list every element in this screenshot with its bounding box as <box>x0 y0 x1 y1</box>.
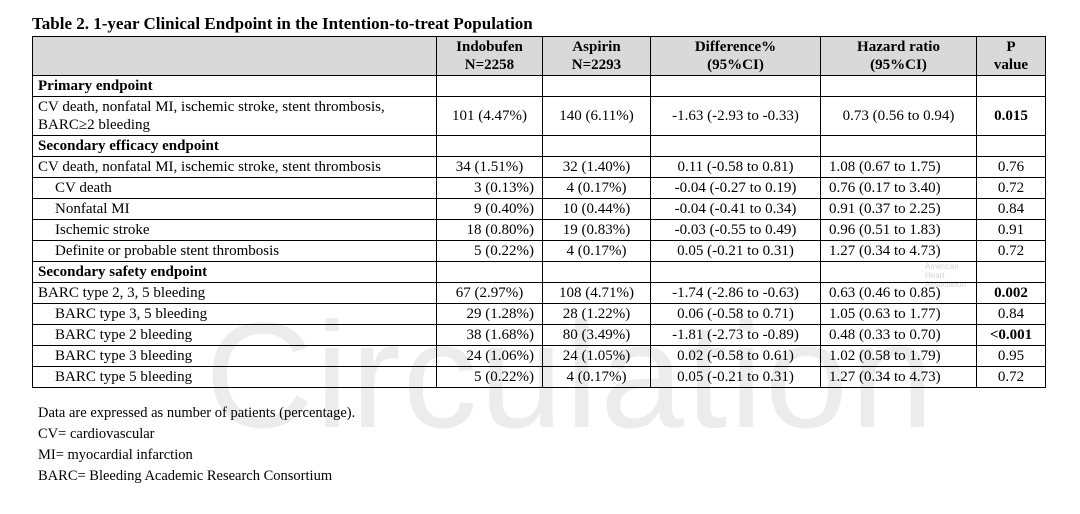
header-blank <box>32 36 437 76</box>
header-difference: Difference% (95%CI) <box>650 36 821 76</box>
header-hazard-ratio: Hazard ratio (95%CI) <box>820 36 977 76</box>
footnote-cv: CV= cardiovascular <box>38 426 155 442</box>
table-row: CV death, nonfatal MI, ischemic stroke, … <box>32 96 1046 136</box>
table-row: BARC type 2, 3, 5 bleeding 67 (2.97%) 10… <box>32 282 1046 304</box>
table-row: BARC type 5 bleeding 5 (0.22%) 4 (0.17%)… <box>32 366 1046 388</box>
footnote-mi: MI= myocardial infarction <box>38 447 193 463</box>
table-row: BARC type 3, 5 bleeding 29 (1.28%) 28 (1… <box>32 303 1046 325</box>
header-indobufen: Indobufen N=2258 <box>436 36 543 76</box>
table-row: Nonfatal MI 9 (0.40%) 10 (0.44%) -0.04 (… <box>32 198 1046 220</box>
table-row: CV death 3 (0.13%) 4 (0.17%) -0.04 (-0.2… <box>32 177 1046 199</box>
table-row: Definite or probable stent thrombosis 5 … <box>32 240 1046 262</box>
table-row: CV death, nonfatal MI, ischemic stroke, … <box>32 156 1046 178</box>
footnote-barc: BARC= Bleeding Academic Research Consort… <box>38 468 333 484</box>
section-row-safety: Secondary safety endpoint <box>32 261 1046 283</box>
table-row: BARC type 3 bleeding 24 (1.06%) 24 (1.05… <box>32 345 1046 367</box>
section-row-primary: Primary endpoint <box>32 75 1046 97</box>
header-aspirin: Aspirin N=2293 <box>542 36 651 76</box>
table-row: Ischemic stroke 18 (0.80%) 19 (0.83%) -0… <box>32 219 1046 241</box>
header-row: Indobufen N=2258 Aspirin N=2293 Difference… <box>32 36 1046 76</box>
endpoint-table: Indobufen N=2258 Aspirin N=2293 Difference… <box>32 36 1046 388</box>
table-row: BARC type 2 bleeding 38 (1.68%) 80 (3.49… <box>32 324 1046 346</box>
table-footnotes: Data are expressed as number of patients… <box>38 403 355 487</box>
table-title: Table 2. 1-year Clinical Endpoint in the… <box>32 14 533 33</box>
footnote-data-expression: Data are expressed as number of patients… <box>38 405 356 421</box>
section-row-efficacy: Secondary efficacy endpoint <box>32 135 1046 157</box>
